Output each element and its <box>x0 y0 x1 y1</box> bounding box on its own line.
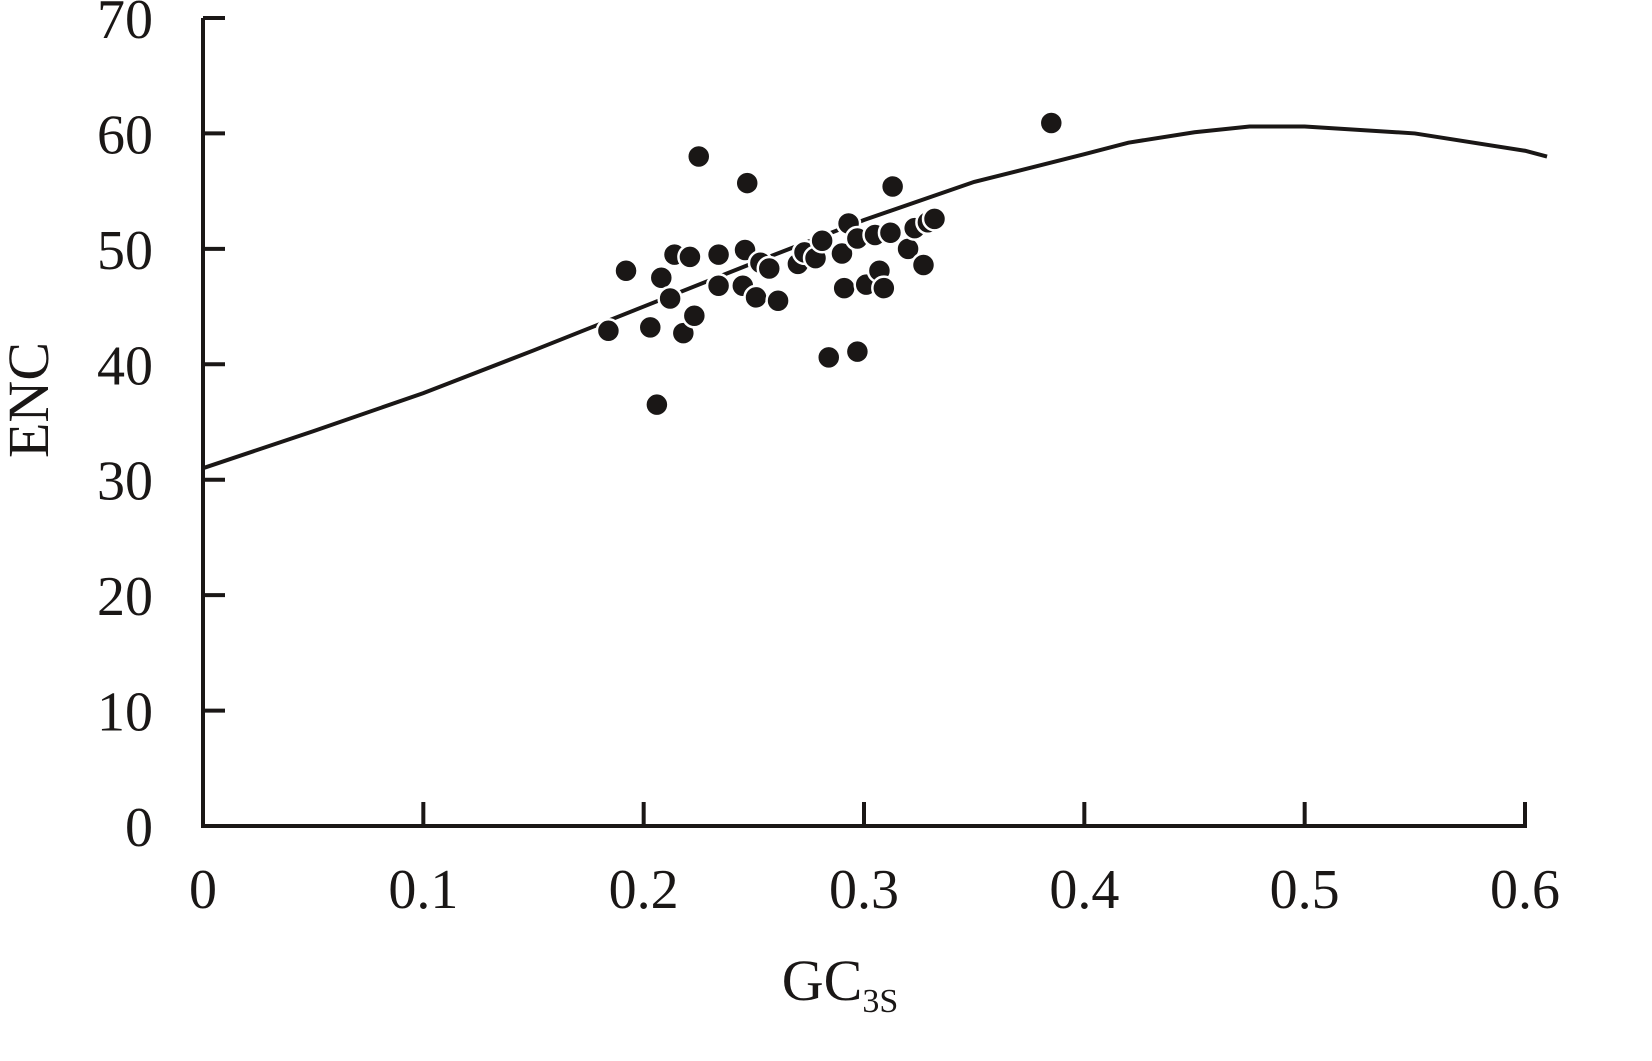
x-axis-label-main: GC <box>782 948 863 1013</box>
x-tick-label: 0.6 <box>1490 859 1560 921</box>
data-point <box>595 318 622 344</box>
data-point <box>613 258 639 284</box>
data-point <box>809 228 835 254</box>
data-point <box>637 314 664 341</box>
x-tick-label: 0.1 <box>388 859 458 921</box>
data-point <box>921 206 948 232</box>
x-tick-label: 0.4 <box>1049 859 1119 921</box>
data-point <box>705 273 732 299</box>
data-point <box>829 240 855 267</box>
data-point <box>686 143 712 170</box>
data-point <box>1038 110 1065 136</box>
data-point <box>734 170 760 196</box>
x-axis-label: GC3S <box>782 948 899 1020</box>
y-tick-label: 50 <box>97 220 153 282</box>
expected-enc-curve <box>202 124 1548 471</box>
data-point <box>871 275 897 301</box>
data-point <box>657 285 683 312</box>
data-point <box>765 288 791 314</box>
y-tick-label: 60 <box>97 104 153 166</box>
data-point <box>910 252 937 278</box>
data-point <box>756 255 783 282</box>
data-point <box>815 344 842 371</box>
axes <box>201 16 1527 828</box>
y-tick-label: 30 <box>97 451 153 513</box>
data-point <box>705 241 732 268</box>
curve-layer <box>202 124 1548 471</box>
y-tick-label: 10 <box>97 682 153 744</box>
y-tick-label: 70 <box>97 0 153 51</box>
x-tick-label: 0.3 <box>829 859 899 921</box>
y-tick-label: 0 <box>125 797 153 859</box>
data-point <box>879 173 906 200</box>
y-axis-label: ENC <box>0 342 61 458</box>
data-point <box>681 303 708 329</box>
x-axis-label-subscript: 3S <box>862 983 898 1020</box>
data-point <box>677 244 703 270</box>
x-tick-label: 0 <box>189 859 217 921</box>
data-point <box>844 338 871 365</box>
data-point <box>831 275 857 301</box>
tick-labels: 0 10 20 30 40 50 60 70 0 0.1 0.2 0.3 0.4 0.5 0.6 <box>97 0 1560 921</box>
data-point <box>644 391 670 418</box>
points-layer <box>595 110 1065 418</box>
data-point <box>877 219 904 246</box>
y-tick-label: 20 <box>97 566 153 628</box>
x-tick-label: 0.5 <box>1270 859 1340 921</box>
data-point <box>648 264 675 291</box>
y-tick-label: 40 <box>97 335 153 397</box>
x-tick-label: 0.2 <box>609 859 679 921</box>
data-point <box>743 284 769 311</box>
